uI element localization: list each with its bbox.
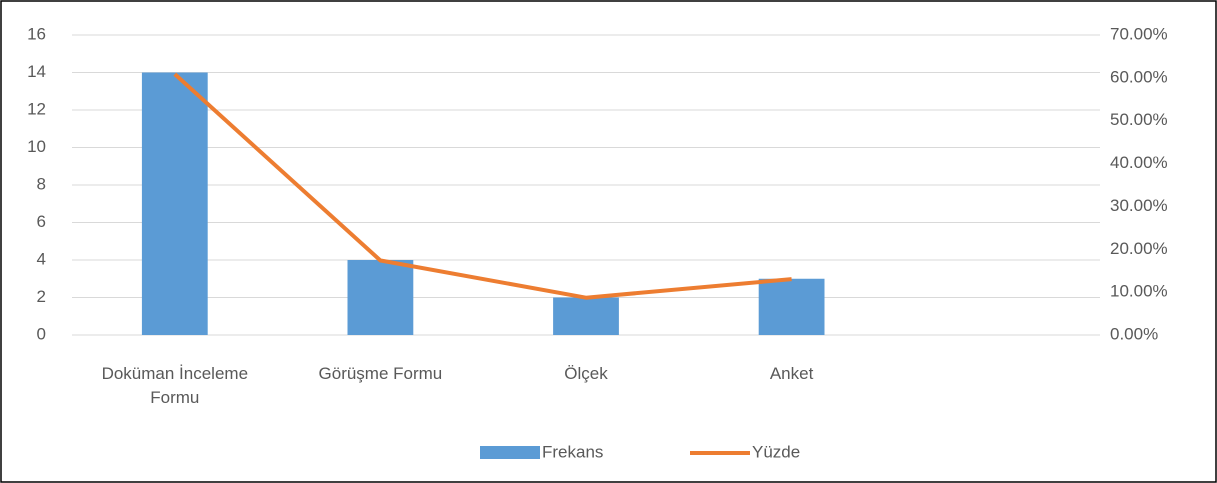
y-tick-label: 0 — [37, 324, 46, 343]
legend-label: Yüzde — [752, 442, 800, 461]
y-tick-label: 4 — [37, 249, 46, 268]
y-tick-label: 8 — [37, 174, 46, 193]
x-tick-label: Anket — [769, 364, 814, 383]
y-tick-label: 10 — [27, 137, 46, 156]
y2-tick-label: 10.00% — [1110, 282, 1168, 301]
y2-tick-label: 30.00% — [1110, 196, 1168, 215]
y-tick-label: 16 — [27, 24, 46, 43]
line — [173, 72, 792, 300]
x-tick-label: Görüşme Formu — [318, 364, 443, 383]
y-tick-label: 12 — [27, 99, 46, 118]
y2-tick-label: 20.00% — [1110, 239, 1168, 258]
y2-tick-label: 70.00% — [1110, 24, 1168, 43]
y2-tick-label: 60.00% — [1110, 67, 1168, 86]
y2-tick-label: 0.00% — [1110, 324, 1158, 343]
bar — [553, 297, 619, 335]
y-tick-label: 14 — [27, 62, 46, 81]
legend-label: Frekans — [542, 442, 603, 461]
bar — [347, 260, 414, 335]
y2-tick-label: 40.00% — [1110, 153, 1168, 172]
bar — [141, 72, 208, 335]
legend-swatch — [480, 446, 540, 459]
x-tick-label: Doküman İnceleme Formu — [101, 364, 249, 407]
y2-tick-label: 50.00% — [1110, 110, 1168, 129]
x-tick-label: Ölçek — [564, 364, 608, 383]
y-tick-label: 2 — [37, 287, 46, 306]
y-tick-label: 6 — [37, 212, 46, 231]
bar — [758, 278, 825, 335]
